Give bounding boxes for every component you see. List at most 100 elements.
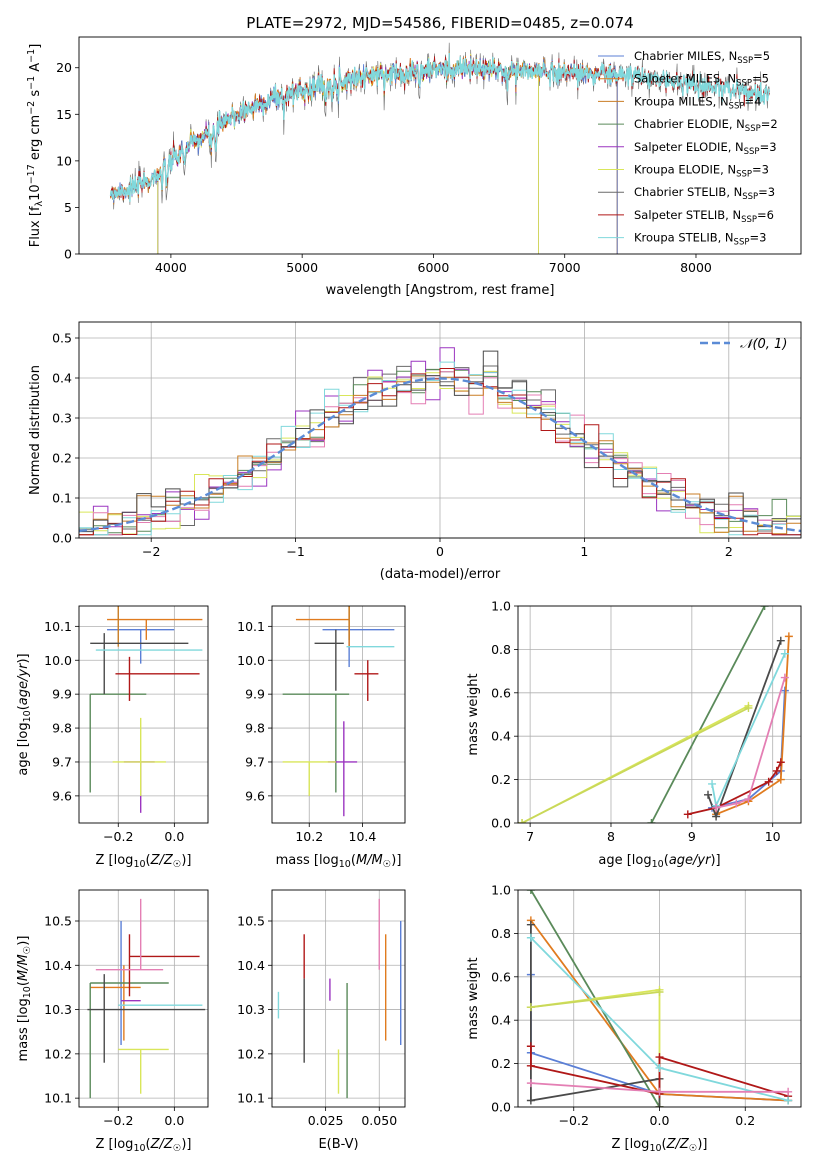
age_vs_Z-ytick-label: 9.8 [52,721,72,736]
mass-weight-marker [655,1103,664,1107]
mass_vs_EBV-ytick-label: 10.2 [237,1046,265,1061]
spectrum-xlabel: wavelength [Angstrom, rest frame] [326,283,555,298]
age_vs_mass-ytick-label: 9.9 [245,687,265,702]
age_vs_Z-ytick-label: 10.0 [44,653,72,668]
mass-weight-marker [518,819,527,823]
weight_vs_age-xtick-label: 8 [607,829,615,844]
mass-weight-marker [526,1003,535,1012]
spectrum-ytick-label: 15 [56,107,72,122]
spectrum-series-line [157,53,539,254]
weight_vs_Z-ylabel: mass weight [466,957,481,1039]
residuals-ylabel: Normed distribution [28,365,43,495]
mass_vs_Z-xtick-label: −0.2 [103,1113,133,1128]
weight_vs_age-xtick-label: 7 [526,829,534,844]
spectrum-frame [78,36,802,255]
mass_vs_EBV-panel: 0.025 0.050 10.1 10.2 10.3 10.4 10.5 E(B-V) [237,889,406,1152]
mass-weight-marker [732,799,741,808]
mass-weight-line [715,636,790,816]
weight_vs_age-ytick-label: 0.0 [491,816,511,831]
xlabel-metallicity: Z [log10(Z/Z☉)] [612,1137,708,1154]
mass-weight-marker [712,803,721,812]
spectrum-series-line [109,52,771,202]
weight_vs_Z-ytick-label: 0.6 [491,969,511,984]
mass_vs_EBV-frame [271,889,406,1108]
weight-vs-age-xlabel: age [log10(age/yr)] [598,853,720,870]
spectrum-xtick-label: 8000 [680,260,712,275]
mass-weight-marker [655,1053,664,1062]
spectrum-panel: 4000 5000 6000 7000 8000 0 5 10 15 20 wavelength [… [26,36,802,298]
mass_vs_Z-panel: −0.2 0.0 10.1 10.2 10.3 10.4 10.5 Z [log10(Z/Z☉… [16,889,209,1154]
age_vs_Z-ytick-label: 10.1 [44,619,72,634]
weight_vs_Z-xtick-label: −0.2 [559,1113,589,1128]
gaussian-reference-curve [79,377,801,533]
age_vs_Z-plot-area [89,606,203,813]
residuals-ytick-label: 0.4 [52,371,72,386]
residuals-xtick-label: −2 [142,544,160,559]
age_vs_mass-ytick-label: 10.1 [237,619,265,634]
mass_vs_Z-ytick-label: 10.5 [44,914,72,929]
legend-entry: Kroupa STELIB, NSSP=3 [634,231,766,248]
spectrum-xtick-label: 5000 [286,260,318,275]
mass-weight-marker [784,1087,793,1096]
weight_vs_Z-ytick-label: 1.0 [491,883,511,898]
weight_vs_age-ylabel: mass weight [466,673,481,755]
mass-weight-marker [526,1096,535,1105]
weight_vs_age-ytick-label: 0.6 [491,685,511,700]
mass_vs_EBV-ytick-label: 10.5 [237,914,265,929]
age_vs_Z-xtick-label: −0.2 [103,829,133,844]
spectrum-ytick-label: 10 [56,153,72,168]
residuals-ytick-label: 0.5 [52,331,72,346]
weight_vs_age-ytick-label: 0.2 [491,772,511,787]
mass-weight-marker [647,819,656,823]
residuals-ytick-label: 0.0 [52,531,72,546]
legend-entry: Chabrier STELIB, NSSP=3 [634,185,775,202]
mass-weight-line [530,991,660,1009]
residuals-plot-area [79,347,801,536]
mass-vs-ebv-xlabel: E(B-V) [318,1137,358,1152]
age_vs_mass-ytick-label: 10.0 [237,653,265,668]
mass_vs_EBV-ytick-label: 10.3 [237,1002,265,1017]
legend-entry: Salpeter MILES, NSSP=5 [634,72,769,89]
residuals-xtick-label: −1 [286,544,304,559]
mass-weight-marker [683,810,692,819]
residuals-xtick-label: 2 [725,544,733,559]
mass_vs_EBV-xtick-label: 0.025 [308,1113,344,1128]
legend-entry: 𝒩(0, 1) [740,337,787,352]
weight_vs_Z-ytick-label: 0.4 [491,1013,511,1028]
age_vs_Z-ytick-label: 9.9 [52,687,72,702]
mass-weight-marker [526,890,535,894]
weight_vs_age-xtick-label: 10 [765,829,781,844]
mass-weight-marker [784,1096,793,1105]
mass-weight-marker [744,795,753,804]
figure-title: PLATE=2972, MJD=54586, FIBERID=0485, z=0… [246,14,633,32]
mass_vs_EBV-ytick-label: 10.1 [237,1091,265,1106]
mass-weight-line [650,606,766,823]
age_vs_mass-xtick-label: 10.2 [295,829,323,844]
mass_vs_EBV-xtick-label: 0.050 [361,1113,397,1128]
spectrum-ytick-label: 20 [56,60,72,75]
age_vs_Z-xtick-label: 0.0 [164,829,184,844]
spectrum-xtick-label: 6000 [418,260,450,275]
mass-weight-marker [760,606,769,610]
mass-weight-marker [780,649,789,658]
mass-weight-marker [772,766,781,775]
weight_vs_Z-xtick-label: 0.2 [735,1113,755,1128]
mass_vs_EBV-plot-area [277,898,402,1099]
age_vs_Z-panel: −0.2 0.0 9.6 9.7 9.8 9.9 10.0 10.1 Z [log10(Z/Z☉… [16,605,209,870]
mass_vs_Z-ylabel: mass [log10(M/M☉)] [16,936,33,1062]
mass-weight-marker [776,758,785,767]
residuals-xlabel: (data-model)/error [380,567,501,582]
legend-entry: Kroupa ELODIE, NSSP=3 [634,163,769,180]
mass_vs_Z-xtick-label: 0.0 [164,1113,184,1128]
spectrum-xtick-label: 4000 [155,260,187,275]
weight_vs_Z-ytick-label: 0.2 [491,1056,511,1071]
spectrum-plot-area [109,42,771,254]
age_vs_mass-plot-area [282,606,395,817]
xlabel-metallicity: Z [log10(Z/Z☉)] [96,1137,192,1154]
age_vs_mass-panel: 10.2 10.4 9.6 9.7 9.8 9.9 10.0 10.1 mass [log10(… [237,605,406,870]
weight_vs_Z-plot-area [526,890,793,1107]
mass_vs_Z-ytick-label: 10.3 [44,1002,72,1017]
weight_vs_age-ytick-label: 0.4 [491,729,511,744]
